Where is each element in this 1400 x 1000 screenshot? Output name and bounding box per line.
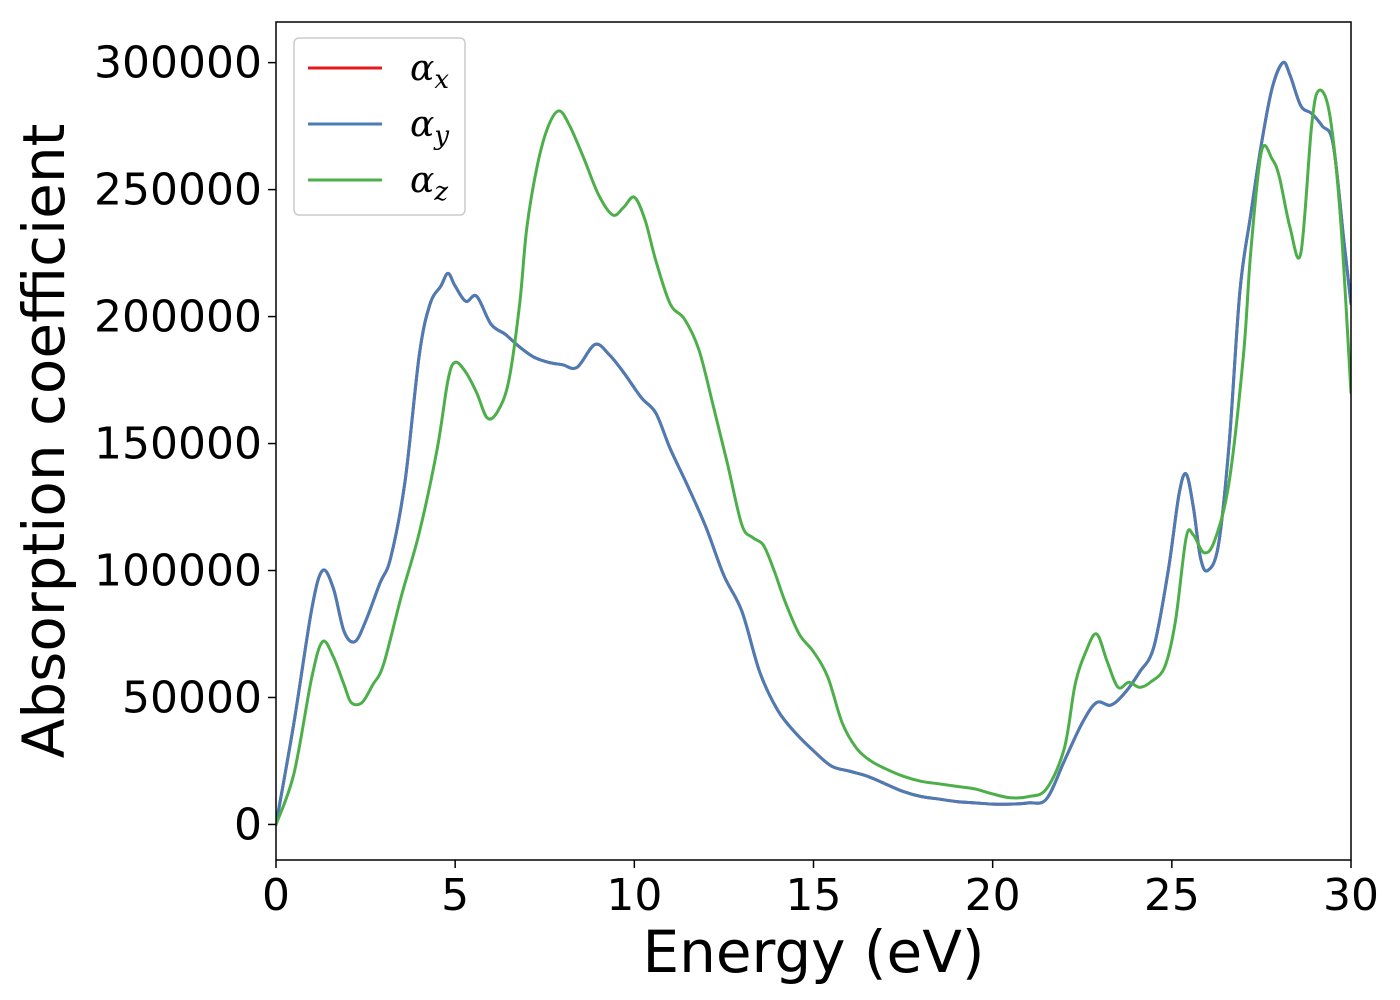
y-tick-label: 200000 [94,292,262,343]
x-tick-label: 20 [965,870,1021,921]
legend-entry-x: αx [410,48,449,95]
y-tick-label: 250000 [94,165,262,216]
y-axis: 0 50000 100000 150000 200000 250000 300000 [94,38,276,850]
x-tick-label: 5 [441,870,469,921]
legend-entry-y: αy [410,104,449,151]
series-layer [276,60,1351,826]
x-tick-label: 0 [262,870,290,921]
legend-entry-z: αz [410,160,448,207]
x-tick-label: 30 [1323,870,1379,921]
y-tick-label: 300000 [94,38,262,89]
y-tick-label: 50000 [122,672,262,723]
x-axis: 0 5 10 15 20 25 30 [262,860,1379,921]
legend: αx αy αz [293,37,466,216]
legend-box [293,37,466,216]
x-tick-label: 10 [606,870,662,921]
series-line-y [276,60,1351,826]
y-tick-label: 150000 [94,419,262,470]
series-line-z [276,88,1351,826]
y-tick-label: 100000 [94,546,262,597]
x-tick-label: 25 [1144,870,1200,921]
y-tick-label: 0 [234,799,262,850]
x-tick-label: 15 [786,870,842,921]
y-axis-label: Absorption coefficient [10,124,78,759]
x-axis-label: Energy (eV) [642,918,984,986]
